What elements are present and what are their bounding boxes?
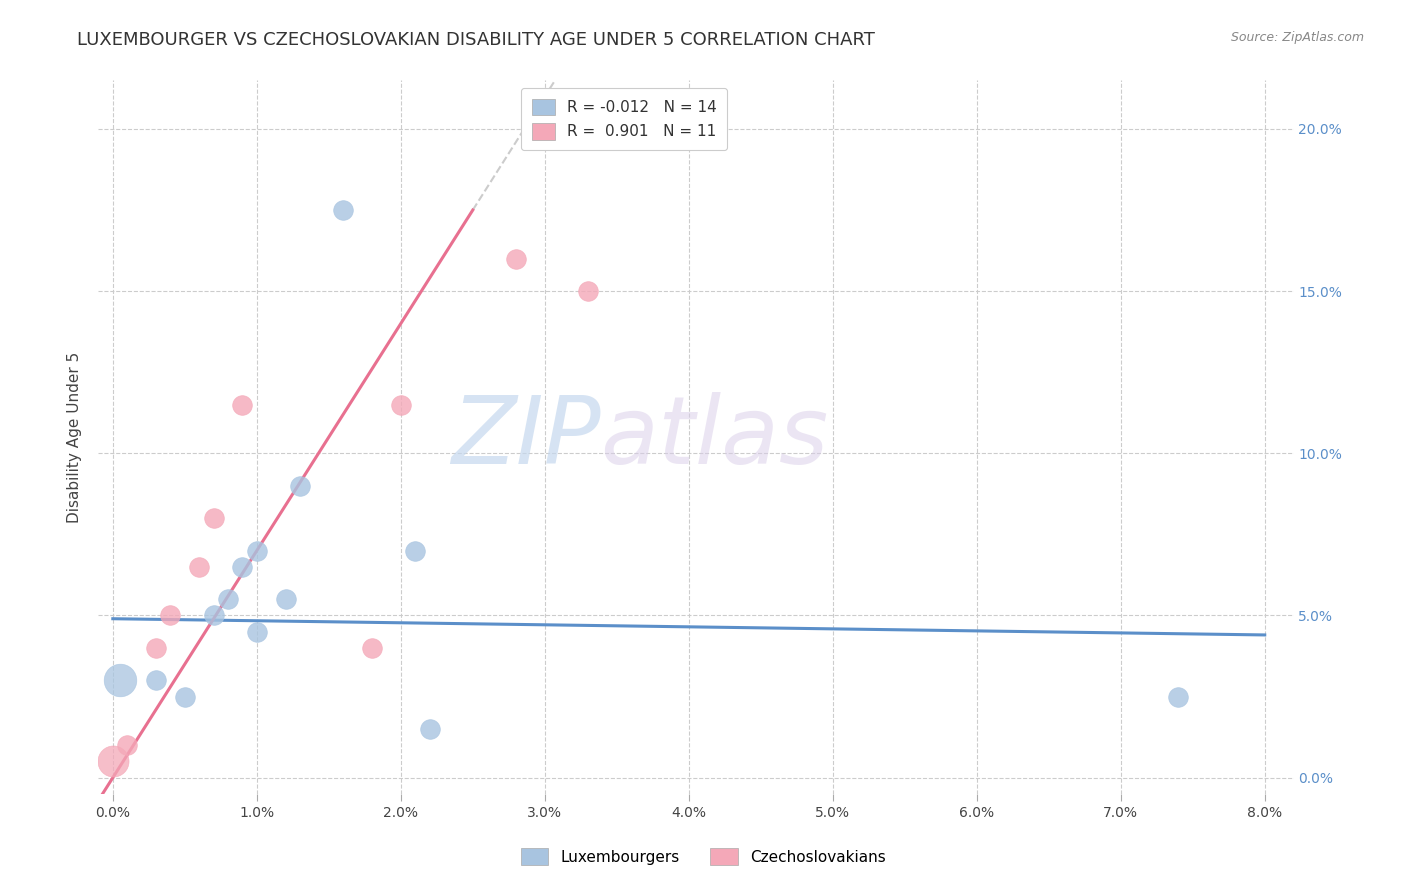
Point — [246, 624, 269, 639]
Point — [188, 559, 211, 574]
Y-axis label: Disability Age Under 5: Disability Age Under 5 — [67, 351, 83, 523]
Point — [159, 608, 181, 623]
Legend: R = -0.012   N = 14, R =  0.901   N = 11: R = -0.012 N = 14, R = 0.901 N = 11 — [522, 88, 727, 150]
Text: ZIP: ZIP — [451, 392, 600, 483]
Text: Source: ZipAtlas.com: Source: ZipAtlas.com — [1230, 31, 1364, 45]
Text: LUXEMBOURGER VS CZECHOSLOVAKIAN DISABILITY AGE UNDER 5 CORRELATION CHART: LUXEMBOURGER VS CZECHOSLOVAKIAN DISABILI… — [77, 31, 875, 49]
Point — [202, 608, 225, 623]
Point — [108, 673, 131, 688]
Point — [145, 640, 167, 655]
Point — [576, 284, 599, 298]
Point — [115, 738, 138, 752]
Point — [419, 722, 441, 736]
Point — [274, 592, 297, 607]
Point — [288, 479, 311, 493]
Point — [231, 398, 253, 412]
Text: atlas: atlas — [600, 392, 828, 483]
Point — [1167, 690, 1189, 704]
Point — [101, 755, 124, 769]
Legend: Luxembourgers, Czechoslovakians: Luxembourgers, Czechoslovakians — [515, 842, 891, 871]
Point — [505, 252, 527, 266]
Point — [145, 673, 167, 688]
Point — [404, 543, 426, 558]
Point — [361, 640, 384, 655]
Point — [217, 592, 239, 607]
Point — [231, 559, 253, 574]
Point — [173, 690, 195, 704]
Point — [389, 398, 412, 412]
Point — [332, 202, 354, 217]
Point — [246, 543, 269, 558]
Point — [202, 511, 225, 525]
